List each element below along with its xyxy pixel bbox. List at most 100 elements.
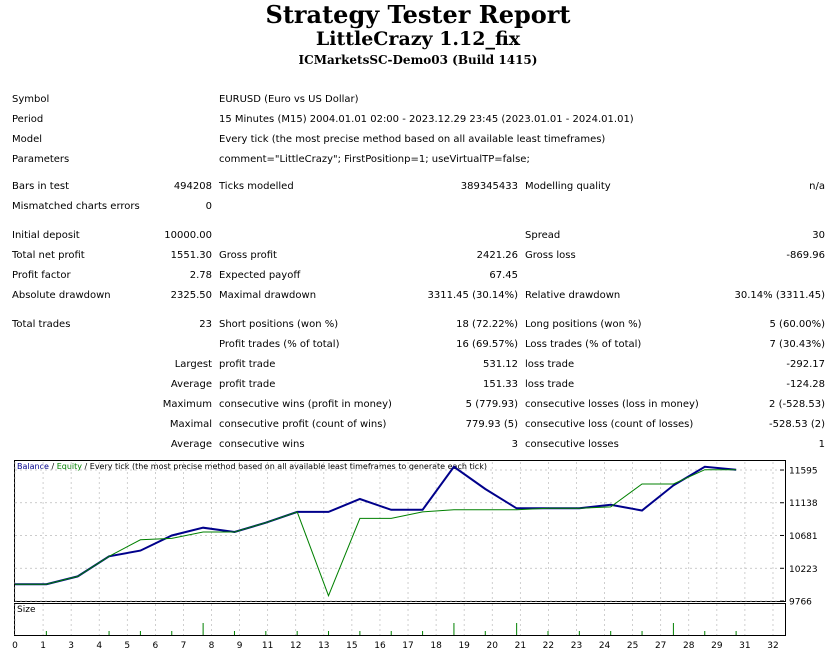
max-consecutive-wins-value: 5 (779.93) bbox=[465, 399, 518, 410]
largest-loss-label: loss trade bbox=[525, 359, 575, 370]
period-label: Period bbox=[12, 114, 44, 125]
max-consecutive-wins-label: consecutive wins (profit in money) bbox=[219, 399, 392, 410]
legend-equity: Equity bbox=[56, 462, 82, 471]
relative-drawdown-label: Relative drawdown bbox=[525, 290, 621, 301]
total-trades-label: Total trades bbox=[12, 319, 71, 330]
x-tick-label: 27 bbox=[655, 641, 666, 651]
expected-payoff-label: Expected payoff bbox=[219, 270, 301, 281]
y-tick-label: 10223 bbox=[789, 565, 818, 575]
largest-profit-value: 531.12 bbox=[483, 359, 518, 370]
period-value: 15 Minutes (M15) 2004.01.01 02:00 - 2023… bbox=[219, 114, 634, 125]
loss-trades-label: Loss trades (% of total) bbox=[525, 339, 642, 350]
parameters-label: Parameters bbox=[12, 154, 70, 165]
maximal-label: Maximal bbox=[169, 419, 212, 430]
expert-name: LittleCrazy 1.12_fix bbox=[315, 28, 521, 50]
x-tick-label: 16 bbox=[374, 641, 386, 651]
x-tick-label: 32 bbox=[767, 641, 778, 651]
long-positions-value: 5 (60.00%) bbox=[769, 319, 825, 330]
average-loss-value: -124.28 bbox=[786, 379, 825, 390]
bars-label: Bars in test bbox=[12, 181, 69, 192]
spread-label: Spread bbox=[525, 230, 561, 241]
absolute-drawdown-label: Absolute drawdown bbox=[12, 290, 111, 301]
x-tick-label: 15 bbox=[346, 641, 357, 651]
largest-profit-label: profit trade bbox=[219, 359, 276, 370]
relative-drawdown-value: 30.14% (3311.45) bbox=[734, 290, 825, 301]
y-tick-label: 10681 bbox=[789, 532, 818, 542]
average-loss-label: loss trade bbox=[525, 379, 575, 390]
x-tick-label: 25 bbox=[627, 641, 638, 651]
x-tick-label: 13 bbox=[318, 641, 329, 651]
deposit-label: Initial deposit bbox=[12, 230, 80, 241]
mismatch-label: Mismatched charts errors bbox=[12, 201, 140, 212]
symbol-label: Symbol bbox=[12, 94, 50, 105]
balance-chart-panel bbox=[14, 460, 786, 602]
maximal-drawdown-label: Maximal drawdown bbox=[219, 290, 317, 301]
report-title: Strategy Tester Report bbox=[265, 0, 571, 29]
x-tick-label: 22 bbox=[543, 641, 554, 651]
expected-payoff-value: 67.45 bbox=[489, 270, 518, 281]
parameters-value: comment="LittleCrazy"; FirstPositionp=1;… bbox=[219, 154, 530, 165]
mismatch-value: 0 bbox=[205, 201, 212, 212]
average-consecutive-wins-label: consecutive wins bbox=[219, 439, 305, 450]
quality-value: n/a bbox=[809, 181, 825, 192]
short-positions-value: 18 (72.22%) bbox=[456, 319, 518, 330]
x-tick-label: 3 bbox=[68, 641, 74, 651]
x-tick-label: 17 bbox=[402, 641, 413, 651]
symbol-value: EURUSD (Euro vs US Dollar) bbox=[219, 94, 359, 105]
profit-factor-value: 2.78 bbox=[189, 270, 212, 281]
average-label: Average bbox=[170, 379, 212, 390]
maximal-drawdown-value: 3311.45 (30.14%) bbox=[427, 290, 518, 301]
model-value: Every tick (the most precise method base… bbox=[219, 134, 606, 145]
y-tick-label: 11138 bbox=[789, 499, 818, 509]
x-tick-label: 0 bbox=[12, 641, 18, 651]
x-tick-label: 21 bbox=[515, 641, 526, 651]
size-label: Size bbox=[17, 605, 36, 615]
net-profit-label: Total net profit bbox=[12, 250, 85, 261]
profit-trades-label: Profit trades (% of total) bbox=[219, 339, 340, 350]
spread-value: 30 bbox=[812, 230, 825, 241]
x-tick-label: 5 bbox=[124, 641, 130, 651]
average-profit-value: 151.33 bbox=[483, 379, 518, 390]
maximum-label: Maximum bbox=[162, 399, 212, 410]
average-consecutive-losses-label: consecutive losses bbox=[525, 439, 619, 450]
maximal-consecutive-profit-label: consecutive profit (count of wins) bbox=[219, 419, 387, 430]
largest-loss-value: -292.17 bbox=[786, 359, 825, 370]
average-consecutive-label: Average bbox=[170, 439, 212, 450]
x-tick-label: 19 bbox=[458, 641, 470, 651]
x-tick-label: 11 bbox=[262, 641, 273, 651]
x-tick-label: 6 bbox=[152, 641, 158, 651]
deposit-value: 10000.00 bbox=[164, 230, 212, 241]
x-tick-label: 7 bbox=[181, 641, 187, 651]
legend-separator: / bbox=[48, 462, 57, 471]
max-consecutive-losses-label: consecutive losses (loss in money) bbox=[525, 399, 699, 410]
loss-trades-value: 7 (30.43%) bbox=[769, 339, 825, 350]
y-tick-label: 11595 bbox=[789, 467, 818, 477]
x-tick-label: 28 bbox=[683, 641, 695, 651]
size-panel bbox=[14, 603, 786, 636]
x-tick-label: 18 bbox=[430, 641, 442, 651]
x-tick-label: 9 bbox=[237, 641, 243, 651]
gross-profit-label: Gross profit bbox=[219, 250, 277, 261]
average-consecutive-wins-value: 3 bbox=[511, 439, 518, 450]
largest-label: Largest bbox=[174, 359, 212, 370]
x-tick-label: 24 bbox=[599, 641, 611, 651]
average-profit-label: profit trade bbox=[219, 379, 276, 390]
gross-loss-label: Gross loss bbox=[525, 250, 576, 261]
gross-profit-value: 2421.26 bbox=[476, 250, 518, 261]
x-tick-label: 8 bbox=[209, 641, 215, 651]
x-tick-label: 1 bbox=[40, 641, 46, 651]
server-name: ICMarketsSC-Demo03 (Build 1415) bbox=[298, 53, 538, 67]
maximal-consecutive-loss-label: consecutive loss (count of losses) bbox=[525, 419, 694, 430]
x-tick-label: 29 bbox=[711, 641, 723, 651]
y-tick-label: 9766 bbox=[789, 598, 812, 608]
x-tick-label: 31 bbox=[739, 641, 750, 651]
profit-factor-label: Profit factor bbox=[12, 270, 71, 281]
maximal-consecutive-profit-value: 779.93 (5) bbox=[465, 419, 518, 430]
bars-value: 494208 bbox=[173, 181, 212, 192]
long-positions-label: Long positions (won %) bbox=[525, 319, 642, 330]
profit-trades-value: 16 (69.57%) bbox=[456, 339, 518, 350]
x-tick-label: 12 bbox=[290, 641, 301, 651]
short-positions-label: Short positions (won %) bbox=[219, 319, 339, 330]
x-tick-label: 4 bbox=[96, 641, 102, 651]
legend-balance: Balance bbox=[17, 462, 49, 471]
